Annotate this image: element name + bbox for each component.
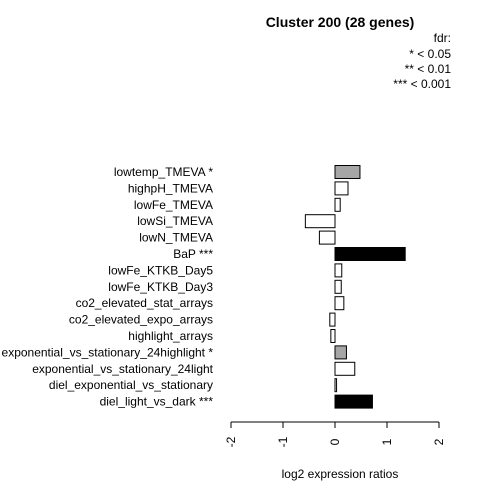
bar-6 bbox=[334, 263, 343, 278]
bar-2 bbox=[334, 197, 341, 212]
x-axis-label: log2 expression ratios bbox=[282, 467, 399, 481]
bar-9 bbox=[329, 312, 336, 327]
chart-title: Cluster 200 (28 genes) bbox=[266, 14, 415, 30]
category-label-8: co2_elevated_stat_arrays bbox=[76, 296, 213, 310]
bar-7 bbox=[334, 279, 342, 294]
category-label-10: highlight_arrays bbox=[128, 329, 213, 343]
legend-entry-1: * < 0.05 bbox=[409, 47, 451, 61]
category-label-3: lowSi_TMEVA bbox=[137, 214, 213, 228]
category-label-9: co2_elevated_expo_arrays bbox=[69, 313, 213, 327]
x-tick-label-1: -1 bbox=[276, 436, 290, 447]
bar-11 bbox=[334, 345, 347, 360]
legend-title: fdr: bbox=[434, 31, 451, 45]
bar-1 bbox=[334, 181, 349, 196]
bar-13 bbox=[334, 378, 338, 393]
x-tick-label-4: 2 bbox=[432, 438, 446, 445]
bar-0 bbox=[334, 165, 361, 179]
bar-4 bbox=[318, 230, 336, 245]
category-label-0: lowtemp_TMEVA * bbox=[114, 165, 213, 179]
bar-12 bbox=[334, 361, 356, 376]
bar-8 bbox=[334, 296, 345, 311]
x-axis: -2 -1 0 1 2 bbox=[224, 421, 446, 447]
legend-entry-3: *** < 0.001 bbox=[393, 77, 451, 91]
category-label-6: lowFe_KTKB_Day5 bbox=[108, 263, 213, 277]
bar-5 bbox=[334, 247, 406, 261]
category-label-12: exponential_vs_stationary_24light bbox=[32, 362, 213, 376]
legend: fdr: * < 0.05 ** < 0.01 *** < 0.001 bbox=[393, 31, 451, 91]
bar-3 bbox=[304, 214, 336, 229]
x-tick-label-0: -2 bbox=[224, 436, 238, 447]
category-label-7: lowFe_KTKB_Day3 bbox=[108, 280, 213, 294]
category-label-14: diel_light_vs_dark *** bbox=[100, 395, 214, 409]
bars bbox=[304, 165, 406, 409]
category-label-13: diel_exponential_vs_stationary bbox=[49, 378, 213, 392]
x-tick-label-2: 0 bbox=[328, 438, 342, 445]
x-tick-label-3: 1 bbox=[380, 438, 394, 445]
category-label-2: lowFe_TMEVA bbox=[134, 198, 213, 212]
bar-10 bbox=[330, 329, 336, 343]
bar-14 bbox=[334, 394, 373, 409]
legend-entry-2: ** < 0.01 bbox=[405, 62, 452, 76]
category-label-1: highpH_TMEVA bbox=[128, 181, 213, 195]
category-label-4: lowN_TMEVA bbox=[139, 231, 213, 245]
category-label-5: BaP *** bbox=[173, 247, 213, 261]
category-labels: lowtemp_TMEVA * highpH_TMEVA lowFe_TMEVAlo… bbox=[2, 165, 214, 409]
category-label-11: exponential_vs_stationary_24highlight * bbox=[2, 345, 214, 359]
